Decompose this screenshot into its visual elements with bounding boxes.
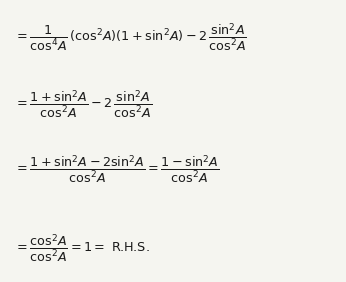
Text: $= \dfrac{1 + \sin^2\! A}{\cos^2\! A} - 2\,\dfrac{\sin^2\! A}{\cos^2\! A}$: $= \dfrac{1 + \sin^2\! A}{\cos^2\! A} - … (14, 89, 152, 120)
Text: $= \dfrac{\cos^2\! A}{\cos^2\! A} = 1 =$ R.H.S.: $= \dfrac{\cos^2\! A}{\cos^2\! A} = 1 =$… (14, 232, 150, 264)
Text: $= \dfrac{1}{\cos^4\! A}\,(\cos^2\! A)(1 + \sin^2\! A) - 2\,\dfrac{\sin^2\! A}{\: $= \dfrac{1}{\cos^4\! A}\,(\cos^2\! A)(1… (14, 21, 247, 52)
Text: $= \dfrac{1 + \sin^2\! A - 2\sin^2\! A}{\cos^2\! A} = \dfrac{1 - \sin^2\! A}{\co: $= \dfrac{1 + \sin^2\! A - 2\sin^2\! A}{… (14, 153, 219, 185)
